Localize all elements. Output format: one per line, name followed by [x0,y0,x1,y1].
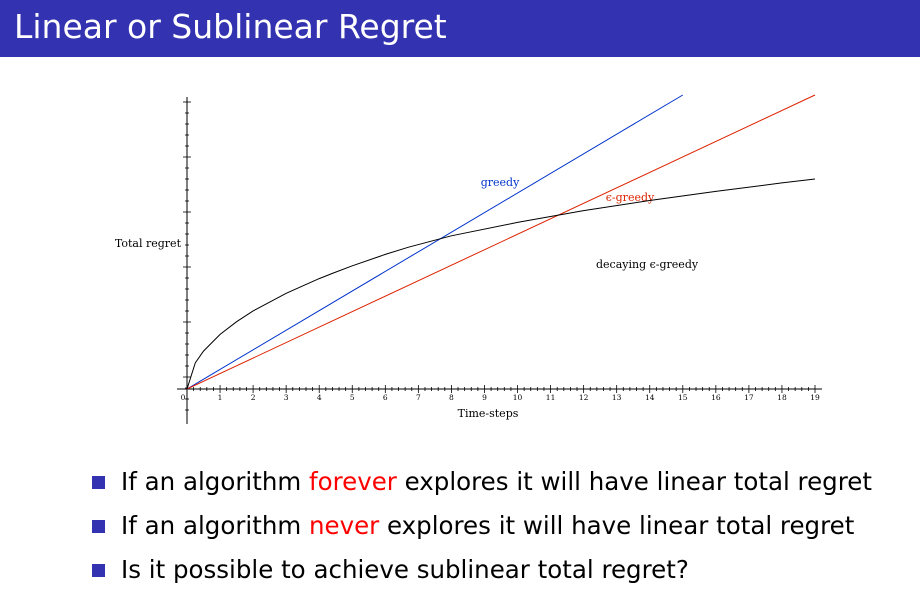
x-tick-label: 9 [482,393,487,402]
bullet-square-icon [92,564,105,577]
x-tick-label: 10 [513,393,523,402]
x-tick-label: 18 [777,393,787,402]
bullet-text: If an algorithm [121,467,309,496]
x-tick-label: 3 [284,393,289,402]
x-tick-label: 14 [645,393,655,402]
x-axis-label: Time-steps [458,407,519,420]
x-tick-label: 13 [612,393,622,402]
bullet-square-icon [92,520,105,533]
x-tick-label: 17 [744,393,754,402]
bullet-text: If an algorithm [121,511,309,540]
bullet-item: If an algorithm never explores it will h… [92,504,872,548]
x-tick-label: 15 [678,393,688,402]
series-line [186,94,684,390]
x-tick-label: 6 [383,393,388,402]
x-tick-label: 12 [579,393,589,402]
x-tick-label: 19 [810,393,820,402]
x-tick-label: 2 [251,393,256,402]
series-line [186,178,816,390]
x-tick-label: 8 [449,393,454,402]
x-tick-label: 7 [416,393,421,402]
series-label: greedy [481,176,520,189]
bullet-highlight: never [309,511,380,540]
x-tick-label: 5 [350,393,355,402]
series-label: decaying ϵ-greedy [596,258,699,271]
series-label: ϵ-greedy [606,191,655,204]
y-axis-label: Total regret [115,237,182,250]
x-tick-label: 16 [711,393,721,402]
bullet-item: If an algorithm forever explores it will… [92,460,872,504]
bullet-list: If an algorithm forever explores it will… [92,460,872,592]
regret-chart: 0 1 2 3 4 5 6 7 8 9 10 11 12 13 14 15 16 17 18 19Time-steps… [115,94,822,424]
bullet-square-icon [92,476,105,489]
bullet-text: explores it will have linear total regre… [379,511,855,540]
x-tick-label: 11 [546,393,556,402]
bullet-text: explores it will have linear total regre… [396,467,872,496]
x-tick-label: 0 [181,393,186,402]
bullet-text: Is it possible to achieve sublinear tota… [121,555,689,584]
x-tick-label: 1 [218,393,223,402]
title-bar: Linear or Sublinear Regret [0,0,920,57]
x-tick-label: 4 [317,393,322,402]
slide-title: Linear or Sublinear Regret [14,7,447,46]
bullet-highlight: forever [309,467,397,496]
bullet-item: Is it possible to achieve sublinear tota… [92,548,872,592]
series-line [186,94,816,390]
